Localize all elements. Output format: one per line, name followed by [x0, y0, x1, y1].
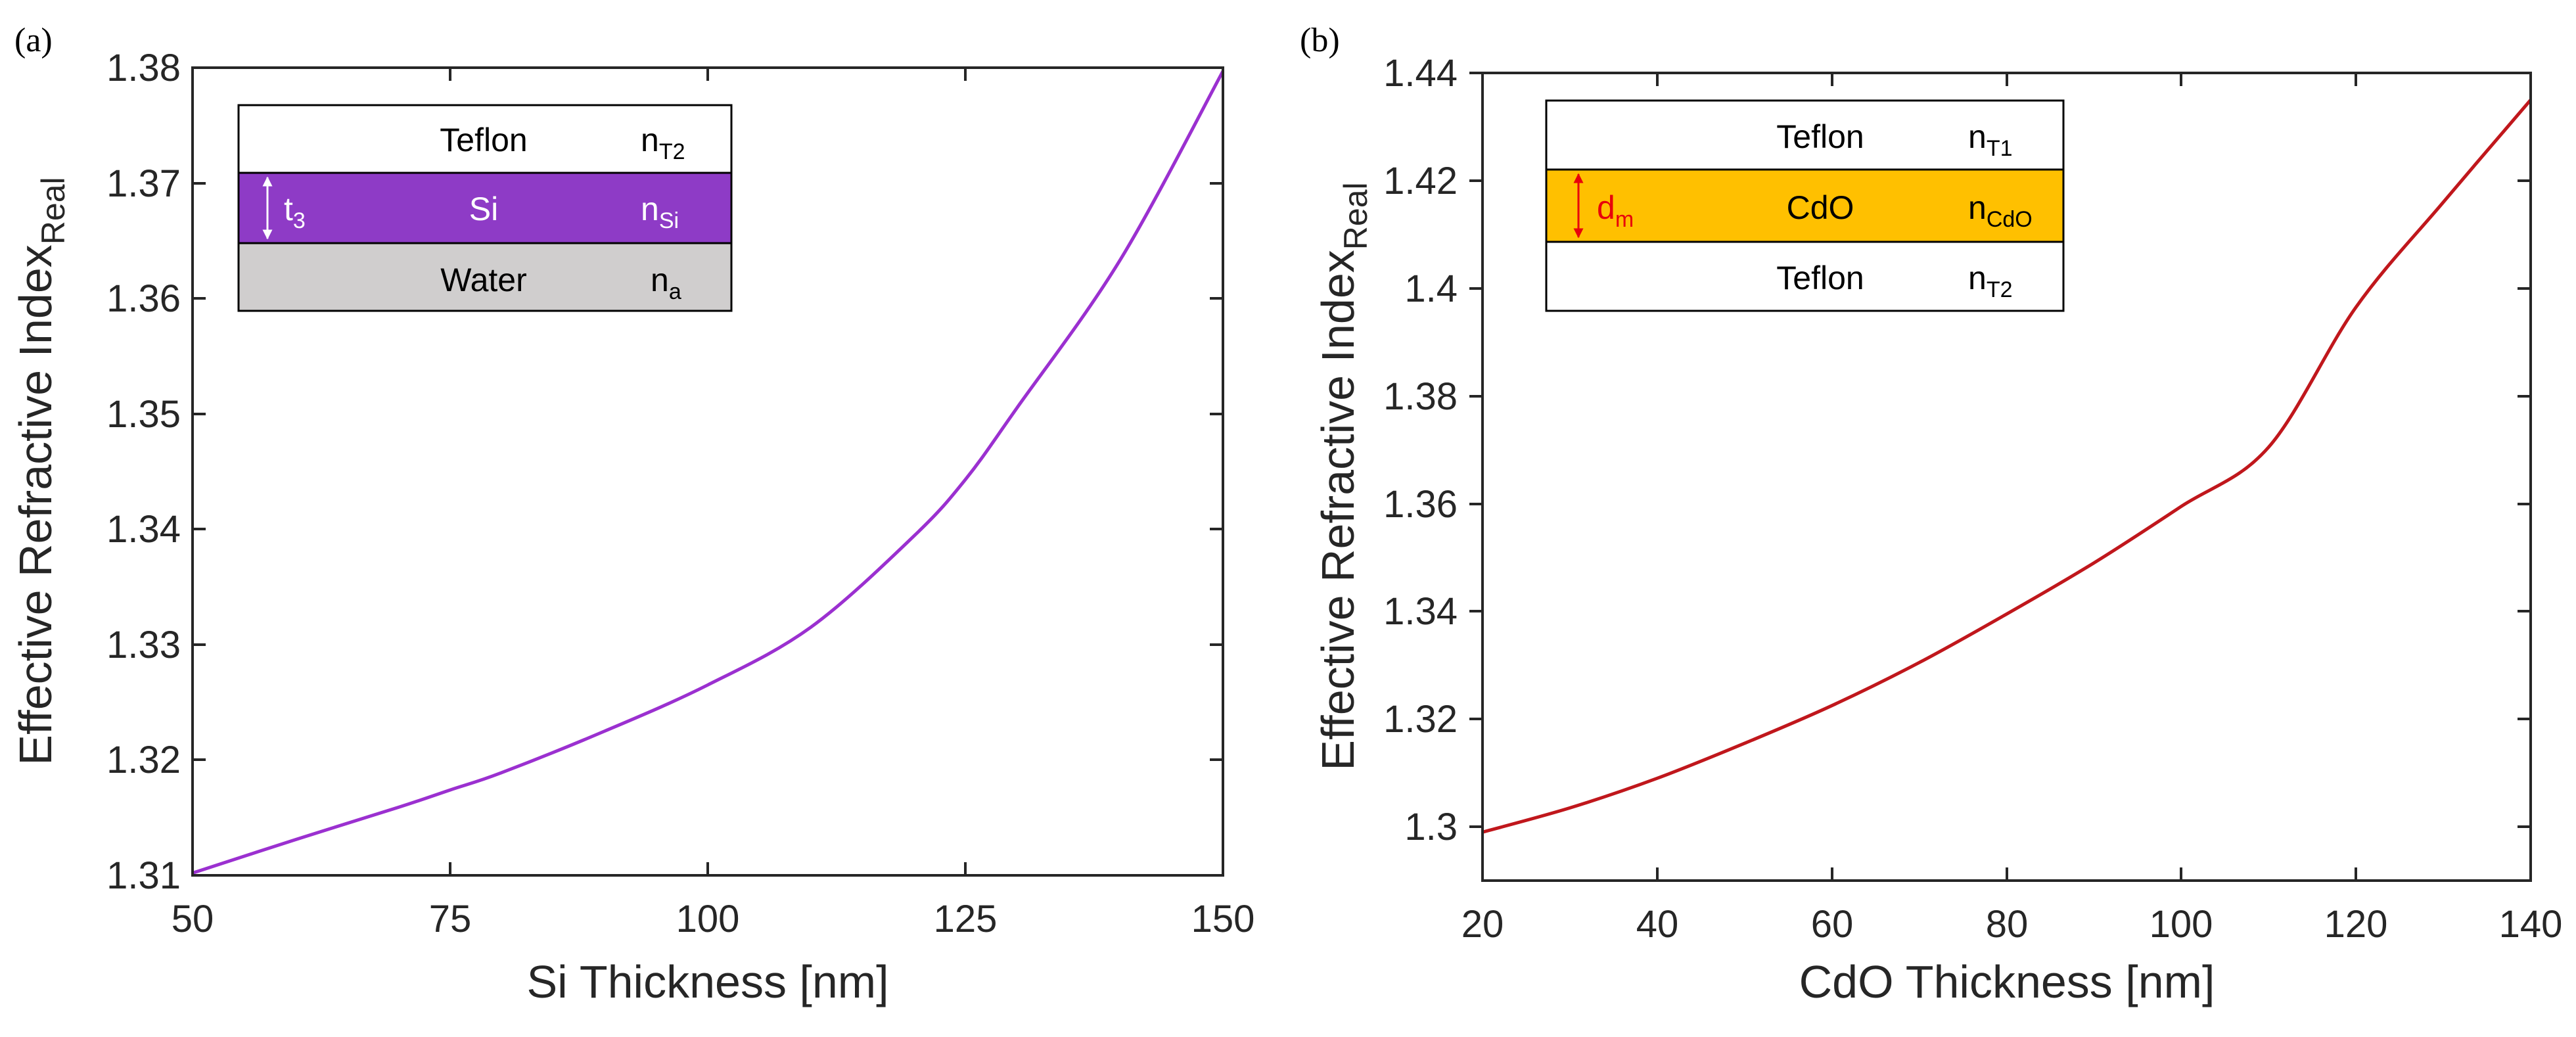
- panel-b-y-axis-title: Effective Refractive IndexReal: [1312, 182, 1374, 770]
- panel-a-teflon-index-base: n: [641, 122, 659, 158]
- panel-b-x-tick-label-4: 100: [2150, 903, 2213, 946]
- panel-a-teflon-index-sub: T2: [659, 139, 685, 164]
- panel-b-x-tick-label-1: 40: [1636, 903, 1679, 946]
- panel-b-y-axis-title-main: Effective Refractive Index: [1312, 250, 1364, 770]
- panel-a-y-tick-label-2: 1.33: [106, 624, 181, 666]
- panel-b-series-cdo-line: [1482, 99, 2532, 834]
- panel-b-y-tick-label-3: 1.36: [1383, 483, 1458, 526]
- panel-a-y-tick-label-7: 1.38: [106, 47, 181, 89]
- panel-b-y-tick-label-1: 1.32: [1383, 698, 1458, 741]
- panel-a-thickness-sub: 3: [293, 208, 306, 233]
- panel-b-layer-cdo-label: CdO: [1787, 189, 1854, 226]
- panel-b-x-axis-title: CdO Thickness [nm]: [1799, 956, 2215, 1007]
- panel-b-thickness-label: dm: [1597, 189, 1634, 232]
- panel-a-thickness-base: t: [284, 191, 293, 227]
- panel-a-y-tick-label-6: 1.37: [106, 162, 181, 205]
- panel-a-inset-border: [237, 104, 733, 312]
- panel-b-y-tick-label-4: 1.38: [1383, 375, 1458, 418]
- panel-b-x-tick-labels: 20 40 60 80 100 120 140: [1461, 903, 2563, 946]
- panel-b-layer-teflon-top-label: Teflon: [1776, 118, 1864, 155]
- panel-a-si-index-sub: Si: [659, 208, 679, 233]
- panel-a-y-axis-title-main: Effective Refractive Index: [10, 244, 61, 765]
- panel-b-y-tick-label-5: 1.4: [1404, 267, 1458, 310]
- panel-a-layer-water: [239, 243, 731, 311]
- panel-a-label: (a): [14, 22, 53, 59]
- panel-b-x-tick-label-3: 80: [1986, 903, 2029, 946]
- panel-a-y-tick-label-4: 1.35: [106, 393, 181, 436]
- panel-a-water-index-base: n: [651, 262, 669, 298]
- panel-a-x-tick-label-1: 75: [429, 898, 472, 940]
- panel-b-teflon-bottom-index-sub: T2: [1987, 277, 2013, 302]
- panel-a-layer-water-label: Water: [440, 262, 527, 298]
- panel-b-y-tick-labels: 1.3 1.32 1.34 1.36 1.38 1.4 1.42 1.44: [1383, 52, 1458, 848]
- panel-b-label: (b): [1300, 22, 1340, 59]
- panel-b-layer-teflon-bottom: [1546, 242, 2063, 311]
- panel-a-si-index-base: n: [641, 191, 659, 227]
- panel-b-layer-cdo: [1546, 170, 2063, 242]
- panel-b-y-axis-title-sub: Real: [1337, 182, 1374, 250]
- panel-b-axes-box: [1481, 72, 2532, 882]
- panel-a: (a) 1.31 1.32 1.33 1.34 1.35 1.36 1.3: [10, 22, 1254, 1007]
- panel-a-y-axis-title-sub: Real: [35, 177, 72, 244]
- panel-a-y-tick-label-5: 1.36: [106, 277, 181, 320]
- panel-b-inset-layer-stack: Teflon nT1 CdO nCdO dm Teflon nT2: [1545, 99, 2065, 312]
- panel-a-y-axis-title: Effective Refractive IndexReal: [10, 177, 72, 765]
- panel-a-layer-teflon: [239, 105, 731, 173]
- panel-b-x-tick-label-2: 60: [1811, 903, 1854, 946]
- panel-a-y-tick-label-1: 1.32: [106, 739, 181, 781]
- panel-b-teflon-top-index-sub: T1: [1987, 136, 2013, 161]
- panel-a-series-si-line: [192, 70, 1225, 875]
- panel-a-axes-box: [191, 66, 1224, 877]
- panel-b-thickness-sub: m: [1615, 207, 1634, 232]
- panel-a-y-ticks: [193, 66, 1223, 877]
- panel-b: (b) 1.3 1.32 1.34 1.36 1.38 1.4 1.42: [1300, 22, 2562, 1007]
- panel-b-layer-teflon-bottom-label: Teflon: [1776, 260, 1864, 296]
- panel-a-x-tick-label-0: 50: [172, 898, 214, 940]
- panel-a-layer-teflon-label: Teflon: [440, 122, 527, 158]
- panel-b-x-tick-label-0: 20: [1461, 903, 1504, 946]
- panel-a-x-axis-title: Si Thickness [nm]: [526, 956, 888, 1007]
- panel-b-x-tick-label-5: 120: [2324, 903, 2388, 946]
- panel-a-layer-si-index: nSi: [641, 191, 679, 233]
- panel-b-layer-teflon-top-index: nT1: [1968, 118, 2013, 161]
- panel-a-layer-si-label: Si: [469, 191, 498, 227]
- panel-b-y-tick-label-6: 1.42: [1383, 160, 1458, 202]
- panel-b-inset-border: [1545, 99, 2065, 312]
- panel-a-layer-si: [239, 173, 731, 243]
- panel-a-x-ticks: [191, 68, 1224, 875]
- panel-a-x-tick-label-2: 100: [676, 898, 740, 940]
- panel-a-y-tick-label-0: 1.31: [106, 854, 181, 897]
- panel-b-y-tick-label-0: 1.3: [1404, 806, 1458, 848]
- panel-b-y-tick-label-7: 1.44: [1383, 52, 1458, 95]
- panel-a-y-tick-labels: 1.31 1.32 1.33 1.34 1.35 1.36 1.37 1.38: [106, 47, 181, 897]
- panel-a-layer-water-index: na: [651, 262, 681, 304]
- panel-b-layer-teflon-top: [1546, 101, 2063, 170]
- panel-b-x-tick-label-6: 140: [2499, 903, 2563, 946]
- panel-b-thickness-base: d: [1597, 189, 1615, 226]
- panel-a-x-tick-labels: 50 75 100 125 150: [172, 898, 1255, 940]
- panel-a-x-tick-label-4: 150: [1191, 898, 1255, 940]
- panel-a-thickness-label: t3: [284, 191, 306, 233]
- panel-a-layer-teflon-index: nT2: [641, 122, 685, 164]
- panel-a-inset-layer-stack: Teflon nT2 Si nSi t3 Water na: [237, 104, 733, 312]
- panel-b-y-ticks: [1469, 72, 2531, 828]
- panel-b-cdo-index-base: n: [1968, 189, 1987, 226]
- panel-b-layer-cdo-index: nCdO: [1968, 189, 2033, 232]
- panel-b-teflon-top-index-base: n: [1968, 118, 1987, 155]
- panel-b-layer-teflon-bottom-index: nT2: [1968, 260, 2013, 302]
- panel-a-y-tick-label-3: 1.34: [106, 508, 181, 551]
- panel-a-x-tick-label-3: 125: [934, 898, 998, 940]
- panel-b-teflon-bottom-index-base: n: [1968, 260, 1987, 296]
- panel-b-cdo-index-sub: CdO: [1987, 207, 2033, 232]
- panel-b-y-tick-label-2: 1.34: [1383, 590, 1458, 633]
- panel-a-water-index-sub: a: [669, 279, 681, 304]
